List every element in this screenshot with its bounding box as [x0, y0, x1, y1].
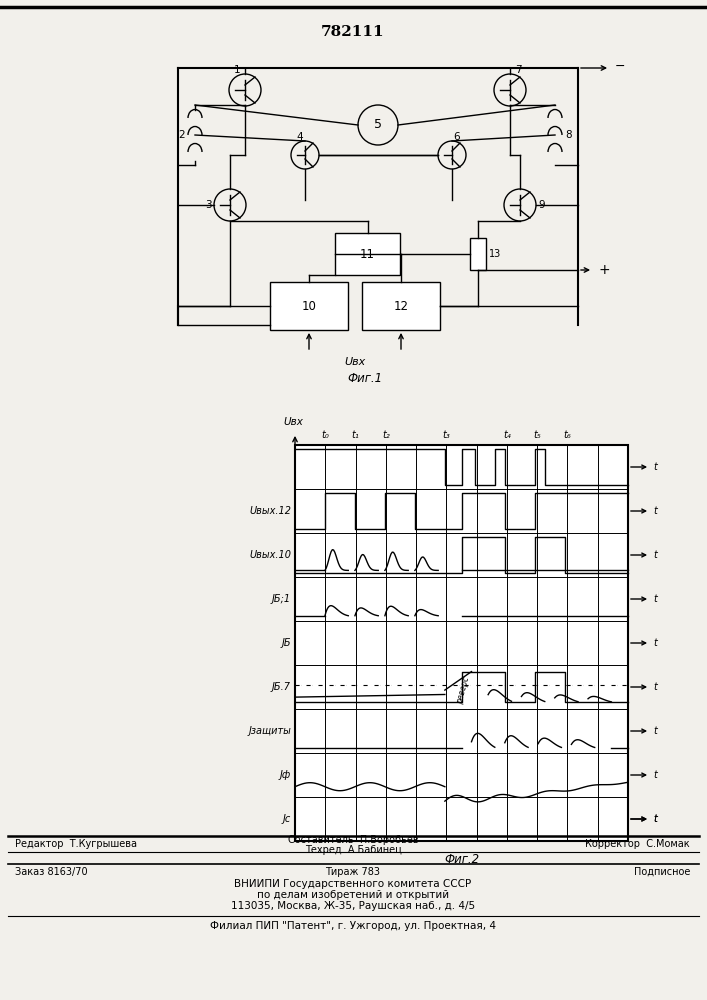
Text: Uвых.10: Uвых.10 — [249, 550, 291, 560]
Text: t₆: t₆ — [563, 430, 571, 440]
Text: t: t — [653, 638, 657, 648]
Text: ВНИИПИ Государственного комитета СССР: ВНИИПИ Государственного комитета СССР — [235, 879, 472, 889]
Text: Редактор  Т.Кугрышева: Редактор Т.Кугрышева — [15, 839, 137, 849]
Text: 3: 3 — [205, 200, 211, 210]
Text: Техред  А.Бабинец: Техред А.Бабинец — [305, 845, 402, 855]
Bar — [295, 445, 628, 841]
FancyBboxPatch shape — [362, 282, 440, 330]
Text: t: t — [653, 770, 657, 780]
Text: 8: 8 — [565, 130, 572, 140]
Text: 6: 6 — [454, 132, 460, 142]
Text: Фиг.2: Фиг.2 — [444, 853, 479, 866]
Text: 5: 5 — [374, 118, 382, 131]
Text: JБ;1: JБ;1 — [272, 594, 291, 604]
Text: t: t — [653, 682, 657, 692]
Text: Uвых.12: Uвых.12 — [249, 506, 291, 516]
Text: 1: 1 — [234, 65, 240, 75]
Text: +: + — [598, 263, 609, 277]
FancyBboxPatch shape — [335, 233, 400, 275]
Text: 7: 7 — [515, 65, 521, 75]
Text: Тираж 783: Тираж 783 — [325, 867, 380, 877]
Text: t₃: t₃ — [443, 430, 450, 440]
Text: t₀: t₀ — [322, 430, 329, 440]
Text: реверс: реверс — [455, 675, 471, 705]
Text: t: t — [653, 506, 657, 516]
Text: t₅: t₅ — [533, 430, 541, 440]
Text: t: t — [653, 814, 657, 824]
Text: Подписное: Подписное — [633, 867, 690, 877]
Text: 113035, Москва, Ж-35, Раушская наб., д. 4/5: 113035, Москва, Ж-35, Раушская наб., д. … — [231, 901, 475, 911]
Text: t₁: t₁ — [351, 430, 359, 440]
Text: t: t — [653, 726, 657, 736]
Text: t: t — [653, 814, 657, 824]
FancyBboxPatch shape — [270, 282, 348, 330]
Text: Филиал ПИП "Патент", г. Ужгород, ул. Проектная, 4: Филиал ПИП "Патент", г. Ужгород, ул. Про… — [210, 921, 496, 931]
Text: по делам изобретений и открытий: по делам изобретений и открытий — [257, 890, 449, 900]
Text: 12: 12 — [394, 300, 409, 312]
Text: Jзащиты: Jзащиты — [248, 726, 291, 736]
Text: t: t — [653, 594, 657, 604]
Text: Jф: Jф — [280, 770, 291, 780]
Text: Uвх: Uвх — [344, 357, 366, 367]
Text: 13: 13 — [489, 249, 501, 259]
Text: JБ.7: JБ.7 — [272, 682, 291, 692]
Text: Составитель  П.Воробьев: Составитель П.Воробьев — [288, 835, 419, 845]
Text: JБ: JБ — [281, 638, 291, 648]
Text: −: − — [615, 60, 626, 73]
Text: t: t — [653, 462, 657, 472]
Text: 11: 11 — [360, 247, 375, 260]
FancyBboxPatch shape — [470, 238, 486, 270]
Text: Корректор  С.Момак: Корректор С.Момак — [585, 839, 690, 849]
Text: Заказ 8163/70: Заказ 8163/70 — [15, 867, 88, 877]
Text: Фиг.1: Фиг.1 — [347, 372, 382, 385]
Text: 9: 9 — [539, 200, 545, 210]
Text: 2: 2 — [178, 130, 185, 140]
Text: 782111: 782111 — [321, 25, 385, 39]
Text: t₂: t₂ — [382, 430, 390, 440]
Text: 10: 10 — [302, 300, 317, 312]
Text: t: t — [653, 550, 657, 560]
Text: Uвх: Uвх — [283, 417, 303, 427]
Text: Jс: Jс — [283, 814, 291, 824]
Text: 4: 4 — [297, 132, 303, 142]
Text: t₄: t₄ — [503, 430, 510, 440]
